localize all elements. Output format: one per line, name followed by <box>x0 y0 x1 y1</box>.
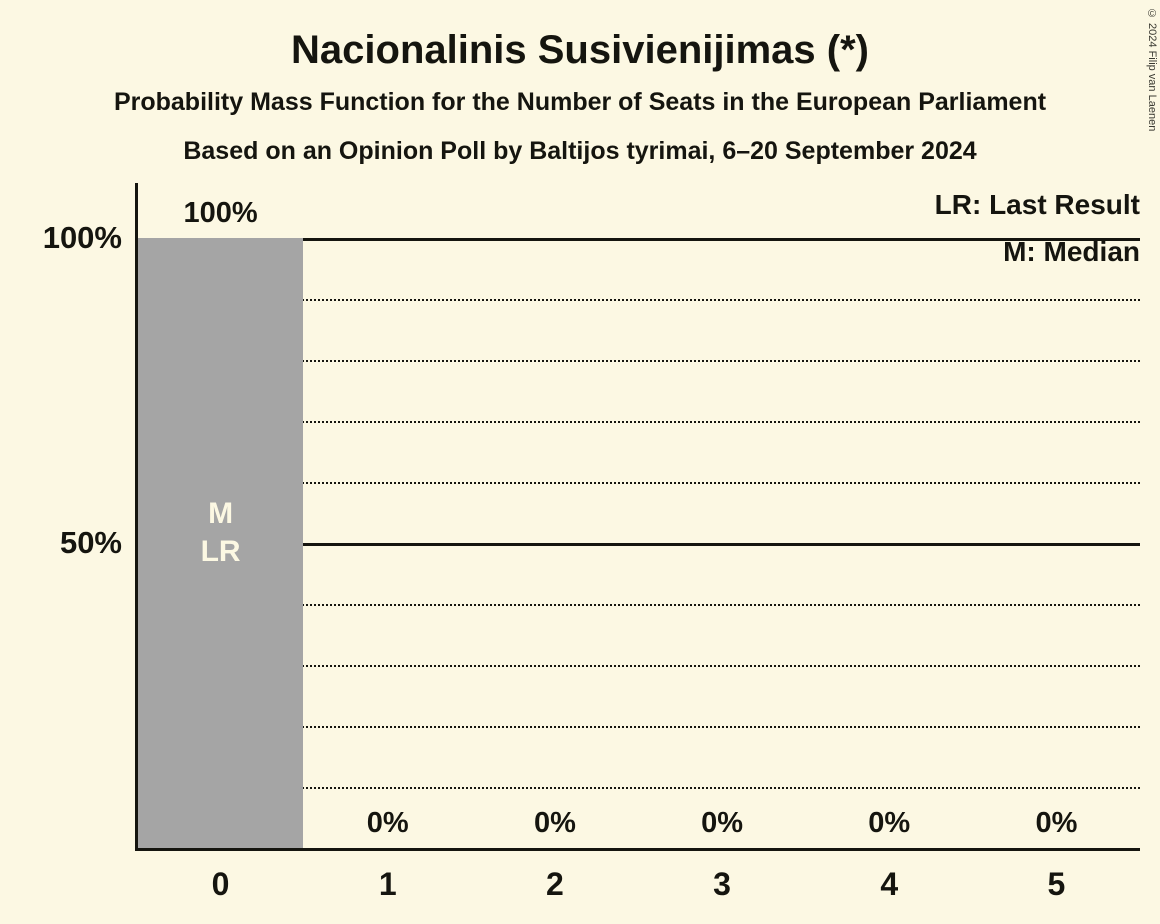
y-tick-50: 50% <box>59 525 122 560</box>
value-label-0: 100% <box>183 197 258 229</box>
bar-annotation-line: M <box>208 497 234 530</box>
chart-subtitle: Probability Mass Function for the Number… <box>113 88 1047 116</box>
gridline-dotted-20 <box>137 726 1140 728</box>
x-tick-1: 1 <box>378 866 397 902</box>
legend-last-result: LR: Last Result <box>934 189 1140 220</box>
x-tick-5: 5 <box>1047 866 1066 902</box>
value-label-5: 0% <box>1035 807 1078 839</box>
value-label-2: 0% <box>533 807 576 839</box>
gridline-dotted-60 <box>137 482 1140 484</box>
bar-seats-0 <box>138 238 304 848</box>
x-tick-4: 4 <box>880 866 899 902</box>
gridline-dotted-10 <box>137 787 1140 789</box>
y-tick-100: 100% <box>42 220 122 255</box>
value-label-3: 0% <box>701 807 744 839</box>
gridline-dotted-40 <box>137 604 1140 606</box>
gridline-dotted-70 <box>137 421 1140 423</box>
gridline-dotted-30 <box>137 665 1140 667</box>
bar-annotation-line: LR <box>200 535 241 568</box>
legend-median: M: Median <box>1003 236 1140 267</box>
gridline-dotted-80 <box>137 360 1140 362</box>
x-tick-2: 2 <box>546 866 564 902</box>
chart-title: Nacionalinis Susivienijimas (*) <box>291 28 869 72</box>
y-axis-line <box>135 183 138 851</box>
value-label-1: 0% <box>366 807 409 839</box>
gridline-solid-50 <box>137 543 1140 546</box>
value-label-4: 0% <box>868 807 911 839</box>
x-tick-3: 3 <box>713 866 731 902</box>
x-axis-line <box>135 848 1140 851</box>
legend: LR: Last Result M: Median <box>935 181 1140 275</box>
plot-area: M LR 100% 0% 0% 0% 0% 0% <box>137 183 1140 848</box>
gridline-solid-100 <box>137 238 1140 241</box>
bar-annotation-0: M LR <box>137 495 304 571</box>
chart-subtitle-poll-info: Based on an Opinion Poll by Baltijos tyr… <box>183 137 977 165</box>
gridline-dotted-90 <box>137 299 1140 301</box>
x-tick-0: 0 <box>211 866 230 902</box>
copyright-notice: © 2024 Filip van Laenen <box>1146 8 1158 132</box>
